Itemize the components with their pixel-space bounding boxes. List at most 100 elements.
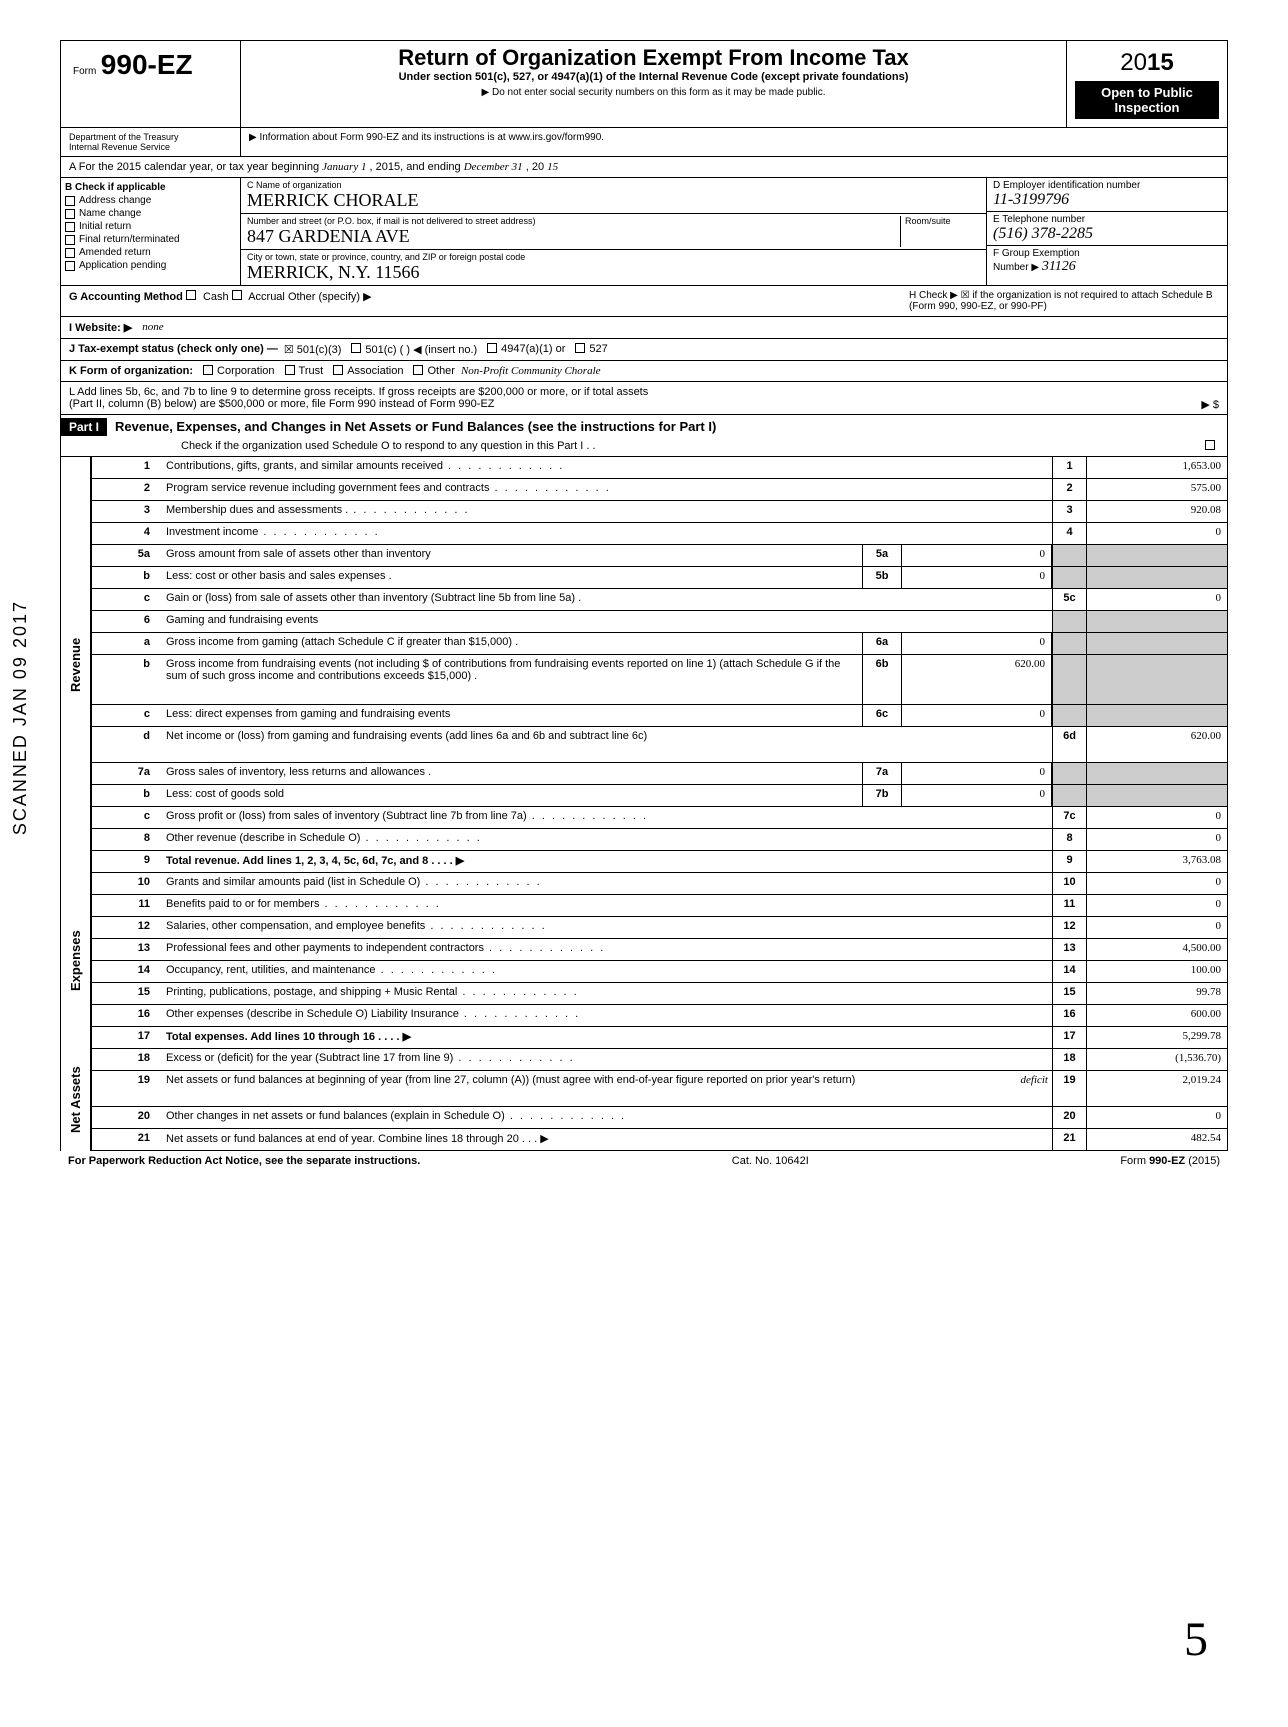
checkbox-accrual[interactable] [232,290,242,300]
line-15: 15Printing, publications, postage, and s… [91,983,1228,1005]
footer-right: Form 990-EZ (2015) [1120,1155,1220,1167]
form-year-box: 2015 Open to Public Inspection [1067,41,1227,127]
side-expenses: Expenses [61,873,91,1049]
checkbox-trust[interactable] [285,365,295,375]
checkbox-amended-return[interactable]: Amended return [65,247,236,258]
org-name: MERRICK CHORALE [247,190,980,211]
checkbox-corp[interactable] [203,365,213,375]
checkbox-assoc[interactable] [333,365,343,375]
line-6c: cLess: direct expenses from gaming and f… [91,705,1228,727]
open-public: Open to Public Inspection [1075,81,1219,119]
line-18: 18Excess or (deficit) for the year (Subt… [91,1049,1228,1071]
phone-value: (516) 378-2285 [993,225,1221,243]
form-main-title: Return of Organization Exempt From Incom… [249,45,1058,71]
part1-title-row: Part I Revenue, Expenses, and Changes in… [60,415,1228,438]
row-g: G Accounting Method Cash Accrual Other (… [60,286,1228,317]
footer: For Paperwork Reduction Act Notice, see … [60,1151,1228,1171]
dept-center: ▶ Information about Form 990-EZ and its … [241,128,1227,156]
line-19: 19Net assets or fund balances at beginni… [91,1071,1228,1107]
phone-row: E Telephone number (516) 378-2285 [987,212,1227,246]
line-7b: bLess: cost of goods sold7b0 [91,785,1228,807]
line-7a: 7aGross sales of inventory, less returns… [91,763,1228,785]
revenue-block: Revenue 1Contributions, gifts, grants, a… [60,457,1228,873]
checkbox-cash[interactable] [186,290,196,300]
line-6d: dNet income or (loss) from gaming and fu… [91,727,1228,763]
city-row: City or town, state or province, country… [241,250,986,285]
line-9: 9Total revenue. Add lines 1, 2, 3, 4, 5c… [91,851,1228,873]
checkbox-application-pending[interactable]: Application pending [65,260,236,271]
side-netassets: Net Assets [61,1049,91,1151]
line-6b: bGross income from fundraising events (n… [91,655,1228,705]
org-name-row: C Name of organization MERRICK CHORALE [241,178,986,214]
side-revenue: Revenue [61,457,91,873]
line-7c: cGross profit or (loss) from sales of in… [91,807,1228,829]
line-10: 10Grants and similar amounts paid (list … [91,873,1228,895]
checkbox-sched-o[interactable] [1205,440,1215,450]
col-c: C Name of organization MERRICK CHORALE N… [241,178,987,285]
col-b: B Check if applicable Address change Nam… [61,178,241,285]
line-16: 16Other expenses (describe in Schedule O… [91,1005,1228,1027]
part1-badge: Part I [61,418,107,436]
footer-mid: Cat. No. 10642I [732,1155,809,1167]
line-5a: 5aGross amount from sale of assets other… [91,545,1228,567]
tax-year-begin: January 1 [322,161,366,173]
year-text: 2015 [1075,49,1219,77]
form-subtitle: Under section 501(c), 527, or 4947(a)(1)… [249,71,1058,83]
line-5c: cGain or (loss) from sale of assets othe… [91,589,1228,611]
row-l: L Add lines 5b, 6c, and 7b to line 9 to … [60,382,1228,415]
row-k: K Form of organization: Corporation Trus… [60,361,1228,382]
line-3: 3Membership dues and assessments .3920.0… [91,501,1228,523]
form-title-box: Return of Organization Exempt From Incom… [241,41,1067,127]
line-21: 21Net assets or fund balances at end of … [91,1129,1228,1151]
part1-title: Revenue, Expenses, and Changes in Net As… [107,415,1227,438]
city-value: MERRICK, N.Y. 11566 [247,262,980,283]
checkbox-address-change[interactable]: Address change [65,195,236,206]
checkbox-527[interactable] [575,343,585,353]
row-j: J Tax-exempt status (check only one) — ☒… [60,339,1228,361]
line-1: 1Contributions, gifts, grants, and simil… [91,457,1228,479]
form-number-box: Form 990-EZ [61,41,241,127]
expenses-block: Expenses 10Grants and similar amounts pa… [60,873,1228,1049]
main-grid: B Check if applicable Address change Nam… [60,178,1228,286]
line-6a: aGross income from gaming (attach Schedu… [91,633,1228,655]
side-stamp: SCANNED JAN 09 2017 [10,600,31,835]
checkbox-initial-return[interactable]: Initial return [65,221,236,232]
line-13: 13Professional fees and other payments t… [91,939,1228,961]
part1-sub: Check if the organization used Schedule … [60,438,1228,457]
row-h: H Check ▶ ☒ if the organization is not r… [909,290,1219,312]
street-row: Number and street (or P.O. box, if mail … [241,214,986,250]
dept-left: Department of the Treasury Internal Reve… [61,128,241,156]
checkbox-other[interactable] [413,365,423,375]
dept-row: Department of the Treasury Internal Reve… [60,128,1228,157]
form-number: 990-EZ [101,49,193,80]
checkbox-final-return[interactable]: Final return/terminated [65,234,236,245]
checkbox-4947[interactable] [487,343,497,353]
street-value: 847 GARDENIA AVE [247,226,900,247]
form-word: Form [73,66,96,77]
line-5b: bLess: cost or other basis and sales exp… [91,567,1228,589]
group-row: F Group Exemption Number ▶ 31126 [987,246,1227,277]
section-a: A For the 2015 calendar year, or tax yea… [60,157,1228,178]
line-14: 14Occupancy, rent, utilities, and mainte… [91,961,1228,983]
line-2: 2Program service revenue including gover… [91,479,1228,501]
website-value: none [142,321,163,334]
tax-year-end: December 31 [464,161,523,173]
form-note1: ▶ Do not enter social security numbers o… [249,87,1058,98]
row-i: I Website: ▶ none [60,317,1228,339]
group-value: 31126 [1042,259,1076,274]
ein-value: 11-3199796 [993,191,1221,209]
footer-left: For Paperwork Reduction Act Notice, see … [68,1155,420,1167]
line-4: 4Investment income40 [91,523,1228,545]
col-d: D Employer identification number 11-3199… [987,178,1227,285]
line-12: 12Salaries, other compensation, and empl… [91,917,1228,939]
line-6: 6Gaming and fundraising events [91,611,1228,633]
form-header: Form 990-EZ Return of Organization Exemp… [60,40,1228,128]
checkbox-name-change[interactable]: Name change [65,208,236,219]
line-17: 17Total expenses. Add lines 10 through 1… [91,1027,1228,1049]
org-form-other: Non-Profit Community Chorale [461,365,601,377]
line-20: 20Other changes in net assets or fund ba… [91,1107,1228,1129]
checkbox-501c[interactable] [351,343,361,353]
line-11: 11Benefits paid to or for members110 [91,895,1228,917]
line-8: 8Other revenue (describe in Schedule O)8… [91,829,1228,851]
netassets-block: Net Assets 18Excess or (deficit) for the… [60,1049,1228,1151]
